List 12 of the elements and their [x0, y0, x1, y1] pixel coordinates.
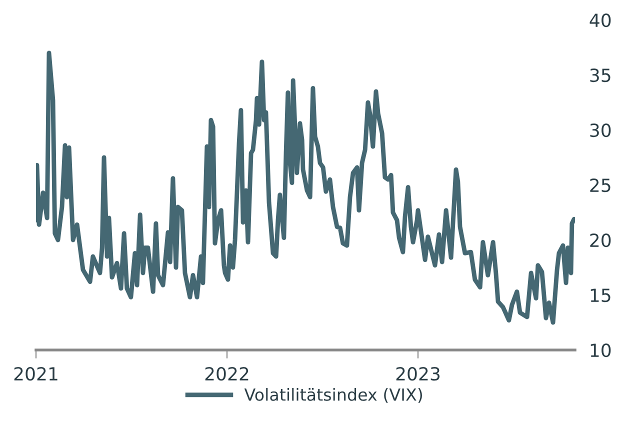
x-tick-label: 2023	[396, 366, 440, 381]
y-tick-label: 20	[590, 233, 611, 248]
legend-label: Volatilitätsindex (VIX)	[244, 388, 422, 403]
y-tick-label: 25	[590, 178, 610, 192]
y-tick-label: 35	[590, 68, 610, 82]
line-series	[36, 50, 575, 325]
x-tick-label: 2021	[14, 366, 58, 381]
y-tick-label: 30	[590, 123, 611, 138]
y-tick-label: 10	[590, 343, 611, 358]
x-tick-label: 2022	[205, 366, 248, 381]
y-tick-label: 15	[590, 288, 610, 302]
y-tick-label: 40	[590, 13, 611, 28]
